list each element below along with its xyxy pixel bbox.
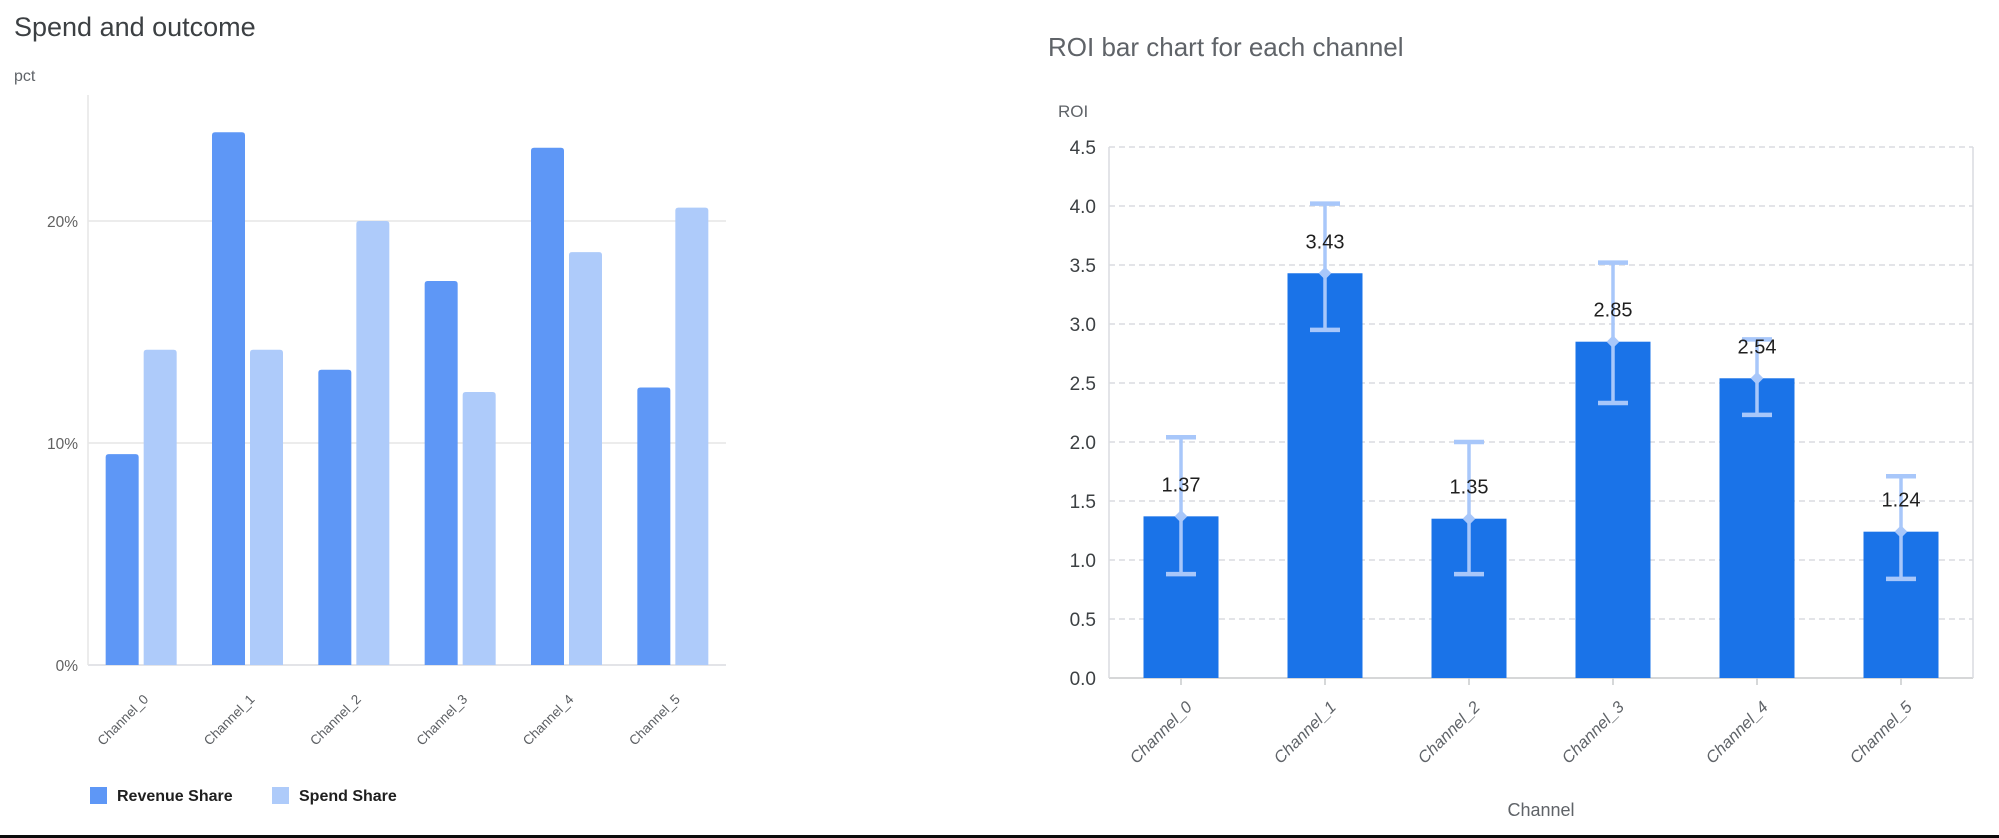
right-y-tick-label: 1.5 [1070,492,1096,513]
right-y-tick-label: 3.0 [1070,315,1096,336]
left-x-tick-label: Channel_5 [626,692,683,749]
left-plot-area: 0% 10% 20% Channel_0 Channel_1 Channel_2 Chann… [47,95,726,748]
page-bottom-divider [0,835,1999,838]
bar-spend-share-channel_3[interactable] [462,391,496,665]
left-y-axis-unit-label: pct [14,68,36,85]
right-y-tick-label: 0.5 [1070,610,1096,631]
right-y-tick-label: 0.0 [1070,669,1096,690]
roi-chart: ROI bar chart for each channel ROI 0.00.… [1048,32,1974,820]
right-x-tick-label: Channel_0 [1127,698,1197,768]
legend-label: Revenue Share [117,788,233,805]
bar-revenue-share-channel_3[interactable] [424,280,458,665]
left-chart-title: Spend and outcome [14,12,256,42]
left-x-tick-label: Channel_4 [520,691,577,748]
right-plot-area: 0.0 0.5 1.0 1.5 2.0 2.5 3.0 3.5 4.0 4.5 1.37 Channe… [1070,138,1974,768]
left-y-tick-label: 0% [56,658,79,675]
right-y-tick-label: 1.0 [1070,551,1096,572]
spend-outcome-chart: Spend and outcome pct 0% 10% 20% Channel_0 C… [14,12,726,805]
right-y-tick-label: 2.0 [1070,433,1096,454]
right-chart-title: ROI bar chart for each channel [1048,32,1404,62]
bar-spend-share-channel_4[interactable] [569,252,602,665]
bar-value-label: 1.37 [1162,474,1201,496]
right-y-tick-label: 3.5 [1070,256,1096,277]
legend-swatch-icon [272,787,289,804]
bar-roi-channel_4[interactable] [1719,378,1795,678]
bar-spend-share-channel_2[interactable] [356,221,390,665]
right-x-tick-label: Channel_5 [1847,698,1917,768]
legend-swatch-icon [90,787,107,804]
right-y-tick-label: 4.0 [1070,197,1096,218]
right-x-tick-label: Channel_1 [1271,698,1340,767]
bar-revenue-share-channel_0[interactable] [105,454,139,665]
bar-value-label: 1.35 [1450,477,1489,499]
right-x-tick-label: Channel_3 [1559,698,1629,768]
right-x-tick-label: Channel_4 [1703,698,1772,767]
bar-value-label: 2.85 [1594,300,1633,322]
right-y-axis-title: ROI [1058,102,1088,121]
bar-revenue-share-channel_1[interactable] [212,132,245,665]
legend-label: Spend Share [299,788,397,805]
bar-value-label: 3.43 [1306,231,1345,253]
bar-spend-share-channel_0[interactable] [143,349,177,665]
left-x-tick-label: Channel_1 [201,692,258,749]
bar-roi-channel_1[interactable] [1287,273,1363,678]
right-y-tick-label: 4.5 [1070,138,1096,159]
bar-revenue-share-channel_2[interactable] [318,369,352,665]
right-x-axis-title: Channel [1507,800,1574,820]
bar-revenue-share-channel_5[interactable] [637,387,671,666]
bar-value-label: 1.24 [1882,490,1921,512]
left-y-tick-label: 10% [47,436,78,453]
bar-revenue-share-channel_4[interactable] [531,147,564,666]
bar-spend-share-channel_5[interactable] [675,207,709,665]
legend-item-spend-share[interactable]: Spend Share [272,787,397,805]
left-x-tick-label: Channel_0 [94,692,151,749]
right-y-tick-label: 2.5 [1070,374,1096,395]
left-y-tick-label: 20% [47,214,78,231]
bar-value-label: 2.54 [1738,336,1777,358]
right-x-tick-label: Channel_2 [1415,698,1484,767]
bar-spend-share-channel_1[interactable] [250,349,283,665]
left-legend: Revenue Share Spend Share [90,787,397,805]
left-x-tick-label: Channel_3 [413,692,470,749]
left-x-tick-label: Channel_2 [307,692,364,749]
legend-item-revenue-share[interactable]: Revenue Share [90,787,233,805]
